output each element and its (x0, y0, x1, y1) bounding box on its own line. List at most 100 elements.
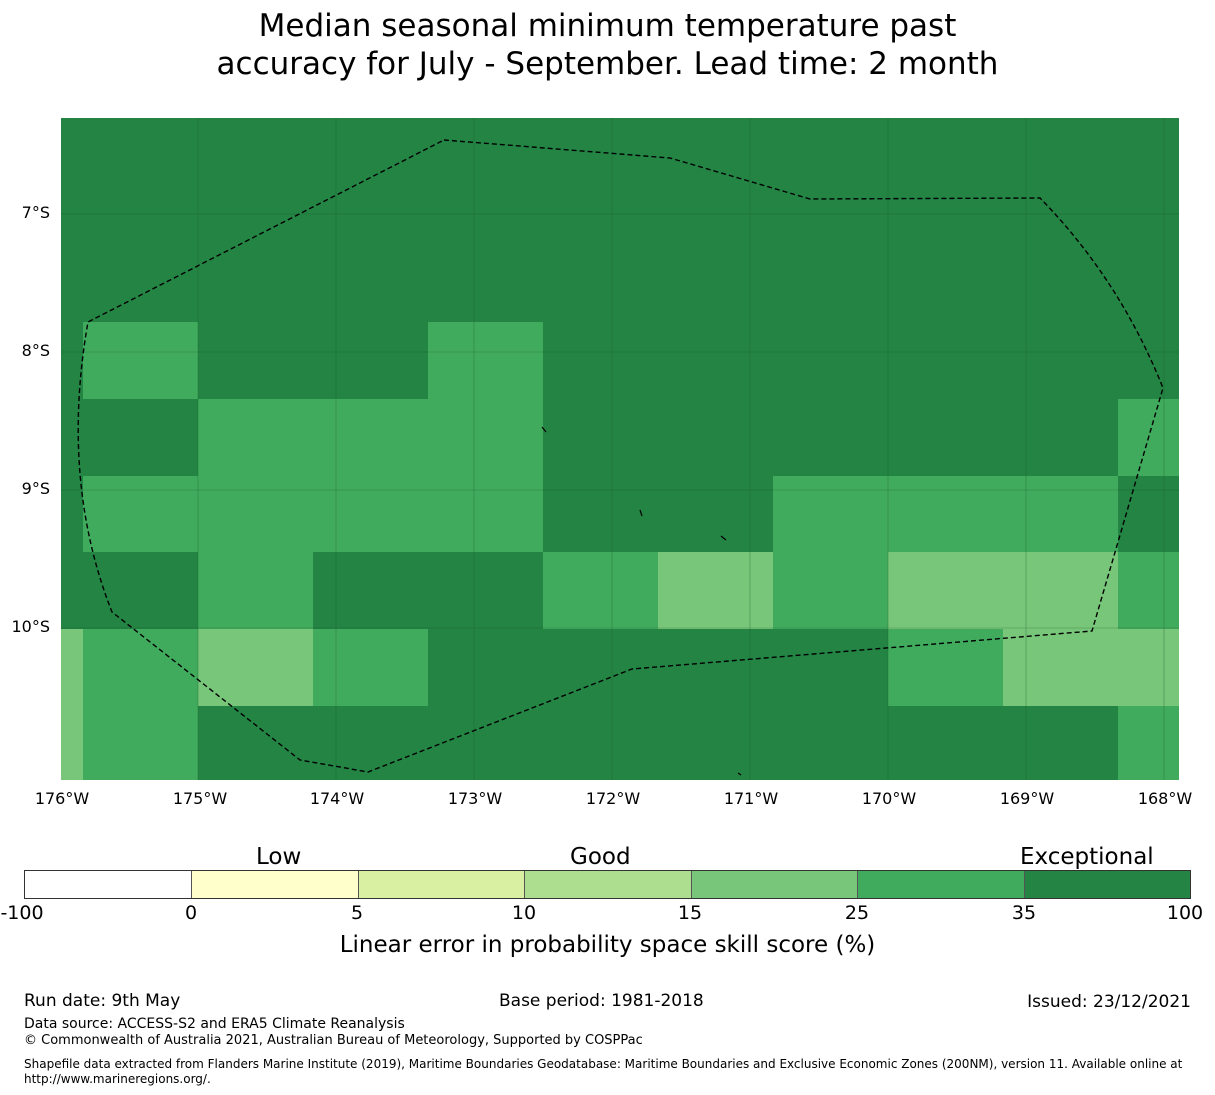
skill-cell (61, 629, 83, 706)
skill-cell (1118, 629, 1179, 706)
skill-cell (658, 215, 773, 322)
skill-cell (313, 552, 428, 629)
skill-cell (1003, 118, 1118, 215)
colorbar-segment (858, 871, 1025, 898)
copyright: © Commonwealth of Australia 2021, Austra… (24, 1033, 643, 1048)
skill-cell (773, 552, 888, 629)
map-title-line-2: accuracy for July - September. Lead time… (216, 46, 999, 82)
colorbar-segment (192, 871, 359, 898)
skill-cell (543, 476, 658, 552)
skill-cell (61, 118, 83, 215)
lon-tick-label: 171°W (723, 789, 779, 808)
skill-cell (313, 629, 428, 706)
colorbar-tick-label: 100 (1166, 902, 1204, 924)
issued-date: Issued: 23/12/2021 (1027, 992, 1191, 1012)
skill-cell (83, 322, 198, 399)
skill-cell (313, 706, 428, 780)
skill-cell (773, 322, 888, 399)
skill-cell (1003, 322, 1118, 399)
colorbar-category-good: Good (570, 844, 631, 870)
lon-tick-label: 172°W (585, 789, 641, 808)
skill-cell (658, 399, 773, 476)
skill-cell (428, 118, 543, 215)
colorbar-tick-label: 35 (1011, 902, 1037, 924)
skill-cell (428, 215, 543, 322)
skill-cell (83, 118, 198, 215)
skill-cell (313, 399, 428, 476)
lon-tick-label: 174°W (309, 789, 365, 808)
skill-cell (888, 552, 1003, 629)
skill-score-map (61, 118, 1179, 780)
skill-cell (543, 706, 658, 780)
lat-tick-label: 10°S (11, 617, 50, 636)
skill-cell (1003, 552, 1118, 629)
skill-cell (428, 476, 543, 552)
lon-tick-label: 170°W (861, 789, 917, 808)
skill-cell (543, 322, 658, 399)
skill-cell (198, 215, 313, 322)
colorbar-segment (1025, 871, 1190, 898)
colorbar-segment (692, 871, 858, 898)
skill-cell (1003, 476, 1118, 552)
skill-cell (888, 629, 1003, 706)
skill-cell (61, 322, 83, 399)
skill-cell (198, 399, 313, 476)
lon-tick-label: 176°W (34, 789, 90, 808)
lon-tick-label: 175°W (172, 789, 228, 808)
island-mark (639, 509, 643, 517)
data-source: Data source: ACCESS-S2 and ERA5 Climate … (24, 1016, 405, 1032)
skill-cell (198, 552, 313, 629)
skill-cell (83, 476, 198, 552)
skill-cell (1118, 706, 1179, 780)
skill-cell (1118, 476, 1179, 552)
colorbar-segment (25, 871, 192, 898)
skill-cell (888, 399, 1003, 476)
skill-cell (773, 399, 888, 476)
colorbar-tick-label: 5 (350, 902, 364, 924)
skill-cell (888, 706, 1003, 780)
run-date: Run date: 9th May (24, 991, 181, 1011)
skill-cell (61, 706, 83, 780)
skill-cell (83, 399, 198, 476)
colorbar-tick-label: -100 (0, 902, 44, 924)
skill-cell (428, 322, 543, 399)
colorbar-category-low: Low (256, 844, 302, 870)
colorbar-axis-label: Linear error in probability space skill … (339, 932, 876, 958)
lat-tick-label: 7°S (21, 203, 50, 222)
colorbar-segment (359, 871, 525, 898)
skill-cell (773, 215, 888, 322)
skill-cell (313, 322, 428, 399)
skill-cell (658, 552, 773, 629)
skill-cell (888, 476, 1003, 552)
skill-cell (61, 552, 83, 629)
skill-cell (543, 215, 658, 322)
skill-cell (1118, 322, 1179, 399)
colorbar-tick-label: 25 (844, 902, 870, 924)
skill-cell (543, 118, 658, 215)
base-period: Base period: 1981-2018 (499, 991, 704, 1011)
skill-cell (61, 399, 83, 476)
skill-cell (83, 706, 198, 780)
skill-cell (1003, 629, 1118, 706)
skill-cell (773, 476, 888, 552)
island-mark (720, 535, 727, 541)
skill-cell (773, 706, 888, 780)
skill-cell (61, 476, 83, 552)
skill-cell (773, 118, 888, 215)
lon-tick-label: 169°W (999, 789, 1055, 808)
colorbar-category-exceptional: Exceptional (1020, 844, 1154, 870)
colorbar-tick-label: 0 (184, 902, 198, 924)
skill-cell (658, 322, 773, 399)
skill-cell (198, 322, 313, 399)
colorbar-tick-label: 15 (677, 902, 703, 924)
skill-cell (658, 629, 773, 706)
lon-tick-label: 173°W (447, 789, 503, 808)
map-title-line-1: Median seasonal minimum temperature past (258, 8, 957, 44)
island-mark (541, 426, 547, 433)
eez-boundary (77, 139, 1164, 773)
skill-cell (313, 476, 428, 552)
skill-cell (198, 629, 313, 706)
skill-cell (1003, 706, 1118, 780)
skill-cell (313, 118, 428, 215)
colorbar-segment (525, 871, 692, 898)
